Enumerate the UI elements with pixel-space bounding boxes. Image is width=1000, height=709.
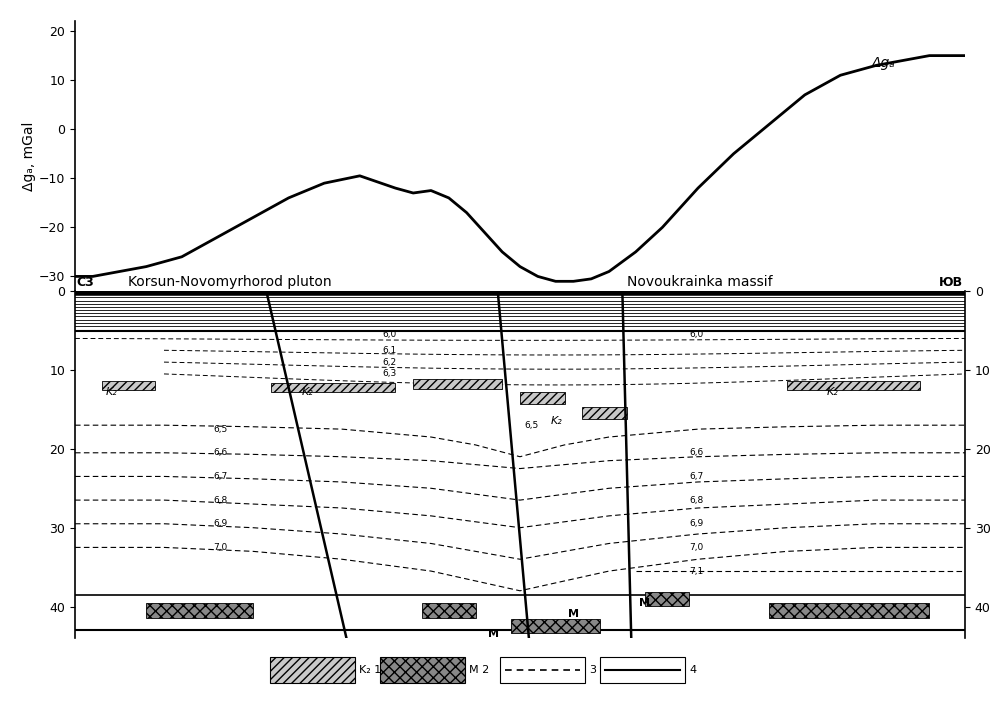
- Text: K₂: K₂: [827, 387, 839, 397]
- Text: 4: 4: [689, 665, 696, 675]
- Text: Novoukrainka massif: Novoukrainka massif: [627, 274, 772, 289]
- Text: 6,7: 6,7: [213, 472, 227, 481]
- Text: M: M: [488, 629, 499, 639]
- Text: 7,0: 7,0: [213, 543, 227, 552]
- Text: K₂: K₂: [551, 416, 563, 426]
- Text: M: M: [568, 610, 579, 620]
- Bar: [271, 383, 395, 392]
- Text: K₂ 1: K₂ 1: [359, 665, 381, 675]
- Text: 6,0: 6,0: [689, 330, 703, 339]
- Text: ЮB: ЮB: [939, 276, 963, 289]
- Bar: [787, 381, 920, 391]
- Bar: [769, 603, 929, 618]
- Bar: [645, 591, 689, 605]
- Bar: [582, 408, 627, 419]
- Text: 6,9: 6,9: [213, 519, 227, 528]
- Text: M 2: M 2: [469, 665, 489, 675]
- Text: 6,7: 6,7: [689, 472, 703, 481]
- Text: 6,8: 6,8: [689, 496, 703, 505]
- Text: 6,2: 6,2: [382, 357, 396, 367]
- Text: 7,0: 7,0: [689, 543, 703, 552]
- Text: 6,0: 6,0: [382, 330, 396, 339]
- Bar: [511, 619, 600, 633]
- Text: K₂: K₂: [302, 387, 314, 397]
- Text: 6,6: 6,6: [689, 448, 703, 457]
- Text: 6,5: 6,5: [213, 425, 227, 434]
- Text: M: M: [639, 598, 650, 608]
- Text: 6,8: 6,8: [213, 496, 227, 505]
- Text: 6,9: 6,9: [689, 519, 703, 528]
- Text: 6,5: 6,5: [524, 420, 539, 430]
- Bar: [413, 379, 502, 389]
- Text: 6,6: 6,6: [213, 448, 227, 457]
- Bar: [146, 603, 253, 618]
- Y-axis label: Δgₐ, mGal: Δgₐ, mGal: [22, 121, 36, 191]
- Bar: [520, 391, 564, 403]
- Bar: [422, 603, 476, 618]
- Text: Δgₐ: Δgₐ: [872, 56, 895, 70]
- Text: Korsun-Novomyrhorod pluton: Korsun-Novomyrhorod pluton: [128, 274, 332, 289]
- Text: C3: C3: [77, 276, 95, 289]
- Text: 7,1: 7,1: [689, 566, 703, 576]
- Text: 3: 3: [589, 665, 596, 675]
- Bar: [102, 381, 155, 391]
- Text: 6,3: 6,3: [382, 369, 396, 379]
- Text: 6,1: 6,1: [382, 346, 396, 354]
- Text: K₂: K₂: [106, 387, 118, 397]
